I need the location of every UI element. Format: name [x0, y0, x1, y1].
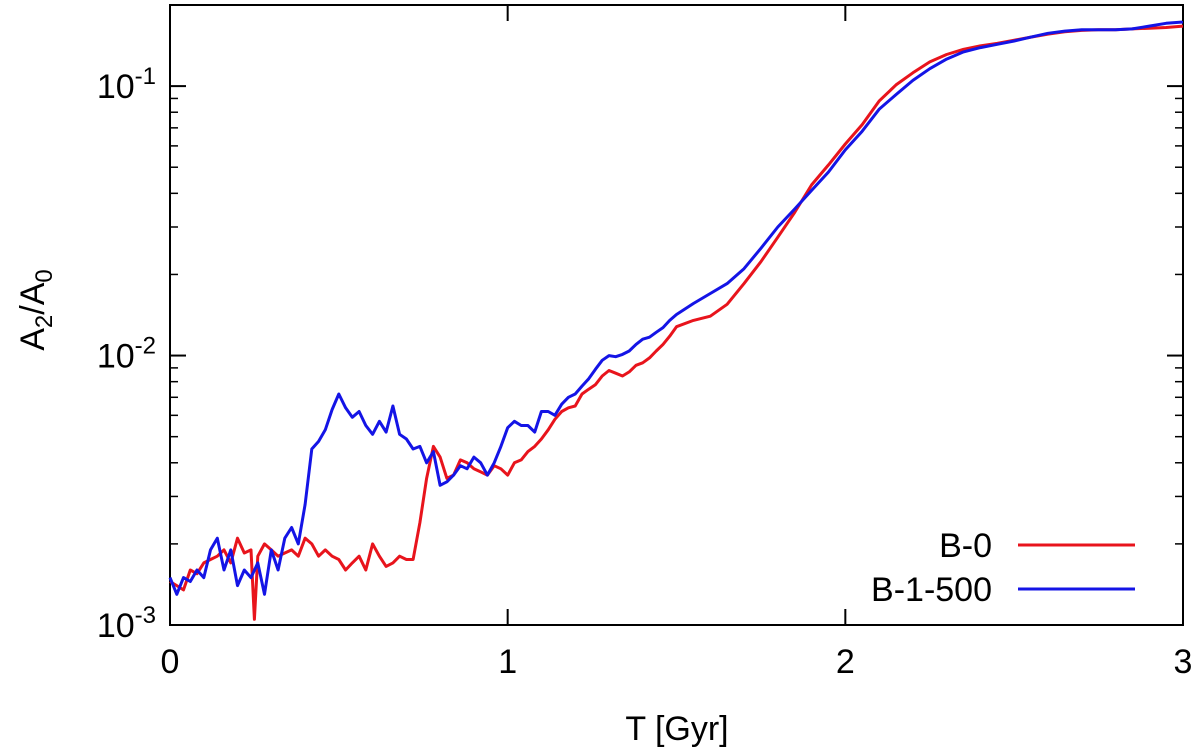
x-axis-label: T [Gyr]	[625, 710, 728, 748]
y-axis-label-sub2: 0	[31, 269, 58, 282]
y-tick-label: 10-2	[97, 333, 156, 376]
legend-label-b-0: B-0	[939, 527, 992, 565]
x-tick-label: 3	[1174, 643, 1193, 681]
x-tick-label: 0	[161, 643, 180, 681]
x-tick-label: 1	[498, 643, 517, 681]
y-axis-label: A2/A0	[14, 269, 58, 351]
legend: B-0 B-1-500	[871, 527, 1135, 609]
y-tick-label: 10-3	[97, 602, 156, 645]
series-line-b-1-500	[168, 20, 1184, 596]
y-axis-label-sub1: 2	[31, 315, 58, 328]
y-axis-label-sep: /A	[14, 282, 52, 314]
plot-area-border	[169, 4, 1184, 626]
y-axis-label-base: A	[14, 328, 52, 351]
x-tick-label: 2	[836, 643, 855, 681]
series-line-b-0	[169, 24, 1184, 621]
legend-label-b-1-500: B-1-500	[871, 571, 992, 609]
y-tick-label: 10-1	[97, 63, 156, 106]
